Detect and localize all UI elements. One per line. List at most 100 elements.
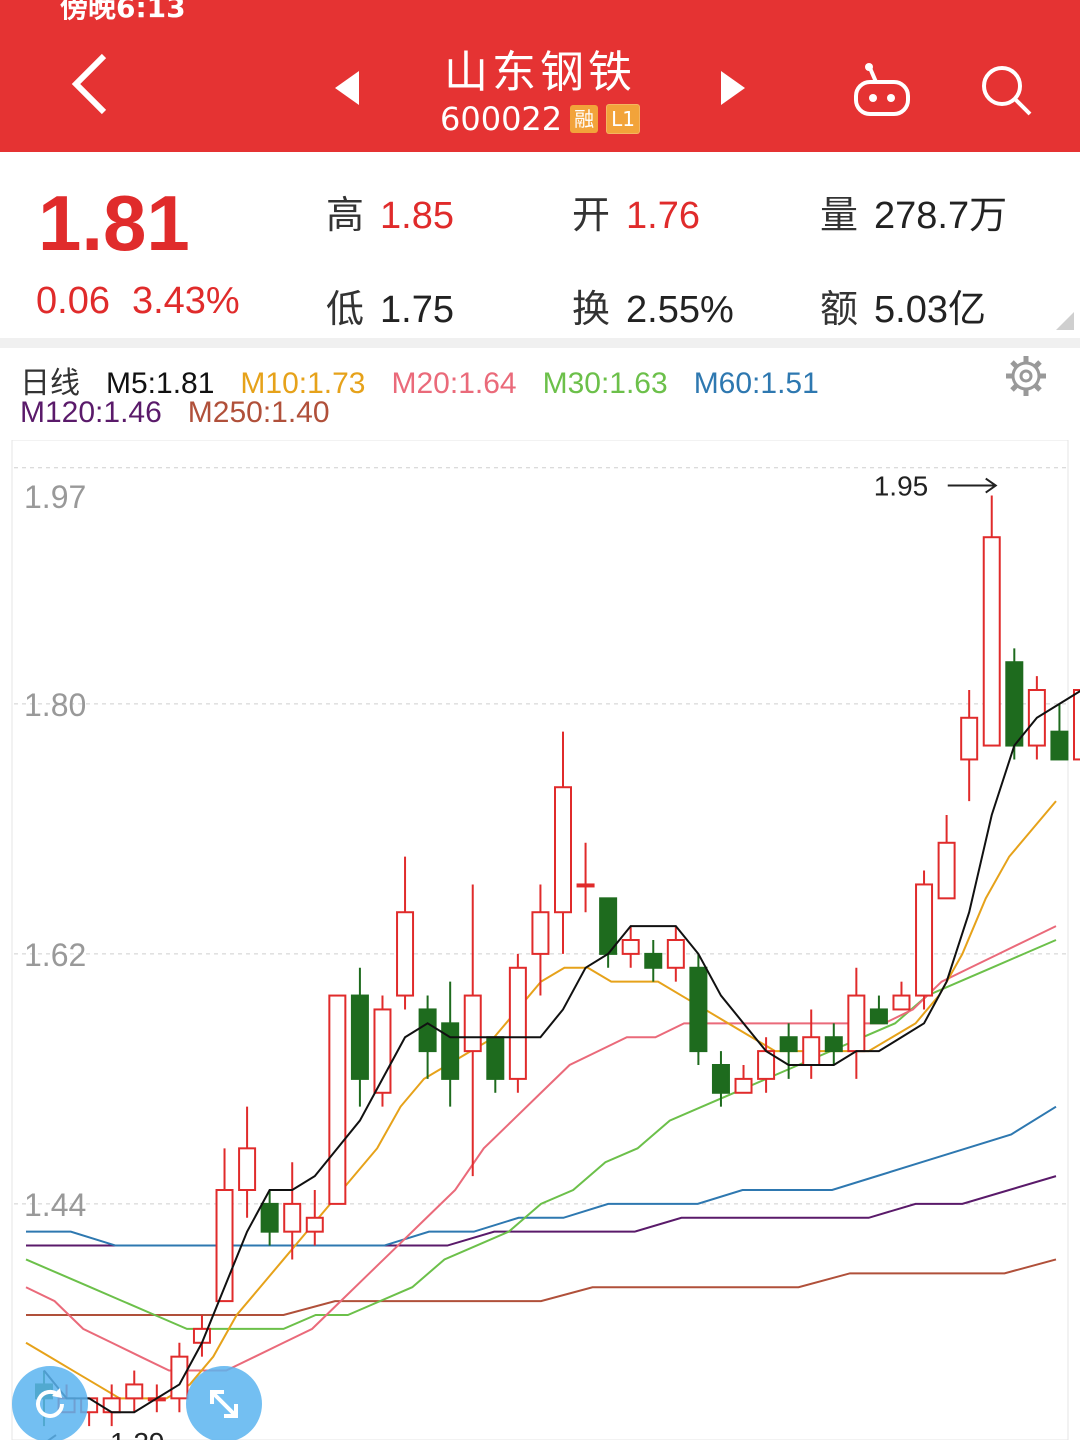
section-divider xyxy=(0,338,1080,348)
ma10-label: M10:1.73 xyxy=(240,367,366,400)
stock-name: 山东钢铁 xyxy=(444,47,636,98)
quote-amount: 额 5.03亿 xyxy=(820,278,986,333)
reset-view-button[interactable] xyxy=(12,1366,88,1440)
candle-body xyxy=(711,1064,730,1094)
candle-body xyxy=(1050,730,1069,761)
turnover-value: 2.55% xyxy=(626,289,734,331)
stock-code: 600022 xyxy=(439,100,563,138)
refresh-icon xyxy=(36,1388,64,1418)
ma250-label: M250:1.40 xyxy=(187,396,330,429)
candle-body xyxy=(486,1036,505,1080)
candle-body xyxy=(125,1383,144,1400)
candle-body xyxy=(892,994,911,1011)
price-change: 0.06 3.43% xyxy=(36,280,240,323)
candle-body xyxy=(396,911,415,997)
level-badge: L1 xyxy=(606,104,641,134)
quote-high: 高 1.85 xyxy=(326,184,454,239)
candle-body xyxy=(554,786,572,914)
candle-body xyxy=(937,841,956,900)
quote-open: 开 1.76 xyxy=(572,184,700,239)
ma120-label: M120:1.46 xyxy=(20,396,162,429)
ma30-label: M30:1.63 xyxy=(542,367,668,400)
candle-body xyxy=(915,883,934,997)
fullscreen-button[interactable] xyxy=(186,1366,262,1440)
candle-body xyxy=(824,1036,843,1053)
search-button[interactable] xyxy=(966,50,1046,130)
change-percent: 3.43% xyxy=(131,280,240,322)
ma-legend-row-1: 日线 M5:1.81 M10:1.73 M20:1.64 M30:1.63 M60:1.5… xyxy=(20,358,845,402)
min-price-label: 1.29 xyxy=(110,1427,165,1440)
low-value: 1.75 xyxy=(380,289,454,331)
change-value: 0.06 xyxy=(36,280,110,322)
candle-body xyxy=(869,1008,888,1025)
open-label: 开 xyxy=(572,193,611,237)
status-time: 傍晚6:13 xyxy=(60,0,186,22)
m60-line xyxy=(26,1105,1057,1247)
y-tick-label: 1.80 xyxy=(24,687,86,723)
m250-line xyxy=(26,1258,1057,1316)
candle-body xyxy=(260,1202,279,1233)
header: 山东钢铁 600022 融 L1 xyxy=(0,22,1080,152)
candle-body xyxy=(102,1397,121,1414)
candle-body xyxy=(463,994,482,1053)
margin-badge: 融 xyxy=(570,105,599,133)
m5-line xyxy=(43,690,1080,1414)
chevron-left-icon xyxy=(71,53,107,115)
y-tick-label: 1.44 xyxy=(24,1187,86,1223)
ma5-label: M5:1.81 xyxy=(106,367,215,400)
candle-body xyxy=(441,1022,460,1080)
next-stock-button[interactable] xyxy=(702,58,762,118)
ma60-label: M60:1.51 xyxy=(693,367,819,400)
candle-body xyxy=(576,883,595,888)
low-label: 低 xyxy=(326,287,365,331)
triangle-left-icon xyxy=(335,71,359,105)
y-tick-label: 1.97 xyxy=(24,479,86,515)
current-price: 1.81 xyxy=(38,179,190,267)
robot-assistant-button[interactable] xyxy=(842,50,922,130)
volume-value: 278.7万 xyxy=(874,195,1008,237)
period-label[interactable]: 日线 xyxy=(20,367,80,400)
quote-panel: 1.81 0.06 3.43% 高 1.85 开 1.76 量 278.7万 低 1.75… xyxy=(0,152,1080,338)
candle-body xyxy=(644,952,663,969)
candle-body xyxy=(238,1147,257,1191)
candle-body xyxy=(418,1008,437,1053)
m120-line xyxy=(26,1175,1057,1247)
expand-arrows-icon xyxy=(210,1390,238,1418)
chart-settings-button[interactable] xyxy=(1004,354,1048,398)
status-bar: 傍晚6:13 xyxy=(0,0,1080,22)
candle-body xyxy=(960,716,979,761)
candle-body xyxy=(982,536,1001,747)
candle-body xyxy=(170,1355,189,1400)
max-arrow-head xyxy=(985,477,998,494)
y-tick-label: 1.62 xyxy=(24,937,86,973)
quote-low: 低 1.75 xyxy=(326,278,454,333)
candle-body xyxy=(779,1036,798,1053)
chart-frame xyxy=(11,440,1069,1440)
ma20-label: M20:1.64 xyxy=(391,367,517,400)
candle-body xyxy=(350,994,369,1080)
candle-body xyxy=(1005,661,1024,747)
candle-body xyxy=(621,939,640,955)
high-value: 1.85 xyxy=(380,195,454,237)
expand-corner-icon[interactable] xyxy=(1056,312,1074,330)
candle-body xyxy=(1073,689,1080,761)
candle-body xyxy=(531,911,550,955)
volume-label: 量 xyxy=(820,193,859,237)
candle-body xyxy=(328,994,347,1205)
candlestick-chart[interactable]: 1.97 1.80 1.62 1.44 1.95 1.29 xyxy=(0,440,1080,1440)
quote-turnover: 换 2.55% xyxy=(572,278,734,333)
candle-body xyxy=(847,994,866,1053)
back-button[interactable] xyxy=(50,44,130,124)
quote-volume: 量 278.7万 xyxy=(820,184,1007,239)
candle-body xyxy=(689,966,708,1053)
turnover-label: 换 xyxy=(572,287,611,331)
candle-body xyxy=(666,939,685,969)
triangle-right-icon xyxy=(721,71,745,105)
ma-legend-row-2: M120:1.46 M250:1.40 xyxy=(20,396,356,430)
candle-body xyxy=(283,1202,302,1233)
previous-stock-button[interactable] xyxy=(318,58,378,118)
max-price-label: 1.95 xyxy=(874,471,929,502)
stock-code-row: 600022 融 L1 xyxy=(380,100,700,138)
high-label: 高 xyxy=(326,193,365,237)
candle-body xyxy=(305,1216,324,1233)
